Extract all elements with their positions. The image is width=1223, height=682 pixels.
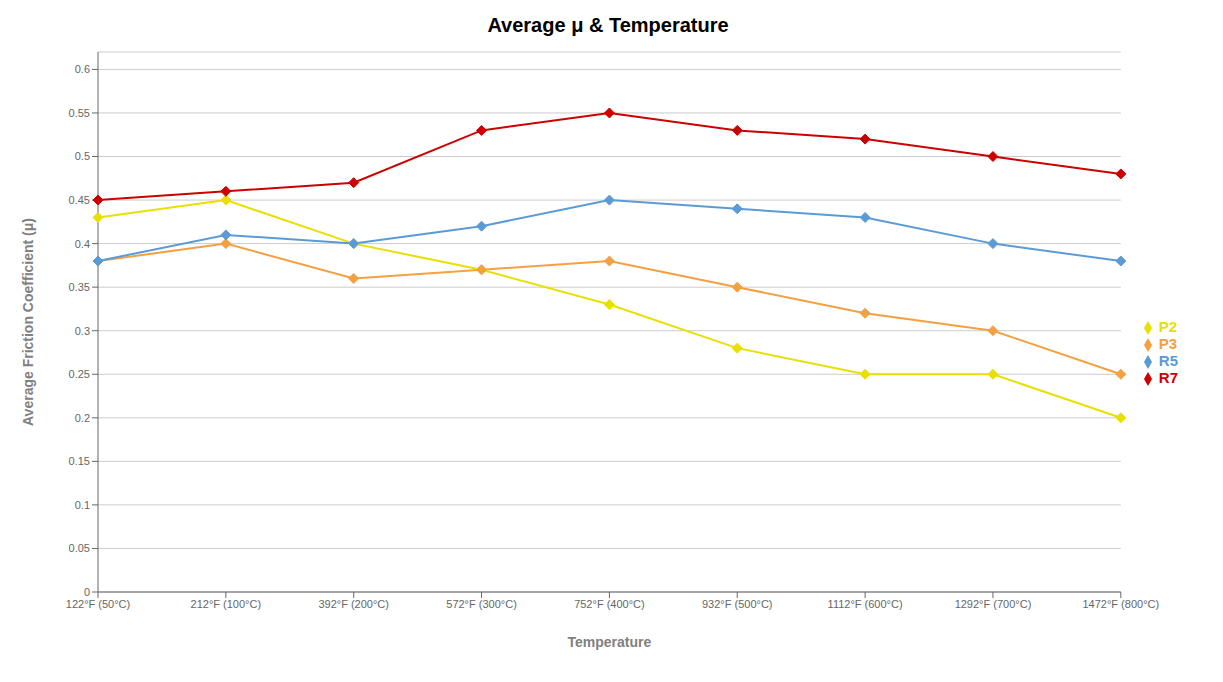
svg-text:122°F (50°C): 122°F (50°C) [66, 598, 130, 610]
svg-text:1472°F (800°C): 1472°F (800°C) [1082, 598, 1159, 610]
svg-text:572°F (300°C): 572°F (300°C) [446, 598, 517, 610]
html-text:R7: R7 [1158, 369, 1178, 386]
svg-text:932°F (500°C): 932°F (500°C) [702, 598, 773, 610]
svg-text:0.55: 0.55 [69, 107, 90, 119]
svg-text:0.35: 0.35 [69, 281, 90, 293]
html-text:R5: R5 [1158, 352, 1178, 369]
html-text:P2: P2 [1158, 317, 1178, 335]
svg-text:0.3: 0.3 [75, 325, 90, 337]
svg-text:0: 0 [84, 586, 90, 598]
svg-text:0.1: 0.1 [75, 499, 90, 511]
svg-text:1292°F (700°C): 1292°F (700°C) [955, 598, 1032, 610]
svg-text:392°F (200°C): 392°F (200°C) [318, 598, 389, 610]
svg-text:0.5: 0.5 [75, 150, 90, 162]
svg-text:Average Friction Coefficient (: Average Friction Coefficient (μ) [20, 218, 36, 426]
svg-text:1112°F (600°C): 1112°F (600°C) [828, 598, 903, 610]
svg-text:0.45: 0.45 [69, 194, 90, 206]
svg-text:Temperature: Temperature [568, 634, 652, 650]
svg-text:0.6: 0.6 [75, 63, 90, 75]
svg-text:0.05: 0.05 [69, 542, 90, 554]
html-text:P3: P3 [1158, 335, 1178, 352]
svg-text:752°F (400°C): 752°F (400°C) [574, 598, 645, 610]
svg-text:0.15: 0.15 [69, 455, 90, 467]
svg-text:0.4: 0.4 [75, 238, 90, 250]
svg-text:0.25: 0.25 [69, 368, 90, 380]
svg-text:0.2: 0.2 [75, 412, 90, 424]
html-text:Average μ & Temperature: Average μ & Temperature [487, 14, 729, 36]
svg-text:212°F (100°C): 212°F (100°C) [191, 598, 262, 610]
